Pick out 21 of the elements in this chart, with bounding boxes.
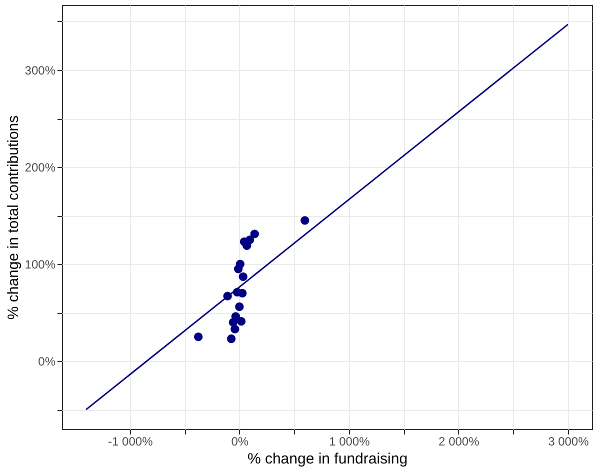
point	[236, 316, 246, 326]
x-tick-label: 1 000%	[329, 434, 370, 448]
x-tick-label: 0%	[231, 434, 249, 448]
x-axis-title: % change in fundraising	[247, 450, 408, 468]
point	[234, 264, 243, 274]
x-tick-label: 2 000%	[438, 434, 480, 448]
point	[238, 272, 248, 281]
y-tick-label: 0%	[38, 354, 56, 369]
y-tick-label: 300%	[24, 64, 56, 78]
point	[300, 216, 310, 225]
point	[238, 288, 247, 298]
point	[250, 230, 259, 238]
point	[194, 332, 203, 342]
point	[235, 302, 244, 312]
point	[230, 324, 240, 334]
point	[226, 334, 236, 344]
y-axis-title: % change in total contributions	[4, 115, 22, 320]
x-tick-label: -1 000%	[108, 434, 154, 448]
y-tick-label: 100%	[24, 258, 56, 272]
x-tick-label: 3 000%	[548, 434, 590, 448]
y-tick-label: 200%	[24, 160, 56, 175]
